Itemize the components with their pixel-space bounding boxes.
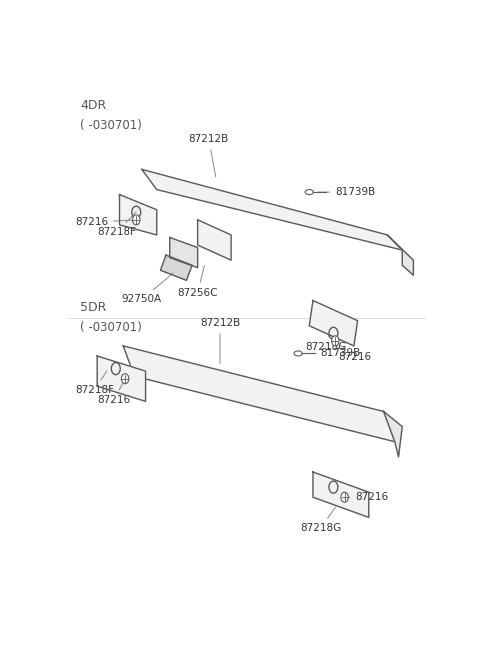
Polygon shape <box>384 411 402 457</box>
Text: 87218F: 87218F <box>97 212 136 237</box>
Text: 5DR: 5DR <box>81 301 107 314</box>
Polygon shape <box>309 301 358 346</box>
Polygon shape <box>123 346 395 441</box>
Text: 87216: 87216 <box>348 492 389 502</box>
Circle shape <box>121 373 129 384</box>
Polygon shape <box>97 356 145 402</box>
Text: 92750A: 92750A <box>122 273 173 305</box>
Text: 87256C: 87256C <box>178 265 218 298</box>
Text: ( -030701): ( -030701) <box>81 119 143 132</box>
Text: 87216: 87216 <box>337 343 372 362</box>
Text: 87218G: 87218G <box>300 507 341 533</box>
Circle shape <box>341 492 348 502</box>
Text: 4DR: 4DR <box>81 99 107 112</box>
Text: 87212B: 87212B <box>189 134 229 177</box>
Text: 87218G: 87218G <box>305 335 347 352</box>
Text: 87218F: 87218F <box>75 371 114 395</box>
Text: ( -030701): ( -030701) <box>81 321 143 333</box>
Polygon shape <box>160 255 192 280</box>
Text: 87216: 87216 <box>75 217 133 227</box>
Text: 87212B: 87212B <box>200 318 240 364</box>
Polygon shape <box>142 170 402 250</box>
Text: 81739B: 81739B <box>306 348 360 358</box>
Polygon shape <box>170 238 198 268</box>
Polygon shape <box>387 235 413 275</box>
Text: 81739B: 81739B <box>318 187 375 197</box>
Polygon shape <box>198 220 231 260</box>
Polygon shape <box>313 472 369 517</box>
Circle shape <box>132 215 140 225</box>
Circle shape <box>332 336 339 346</box>
Text: 87216: 87216 <box>97 381 131 405</box>
Polygon shape <box>120 195 156 235</box>
